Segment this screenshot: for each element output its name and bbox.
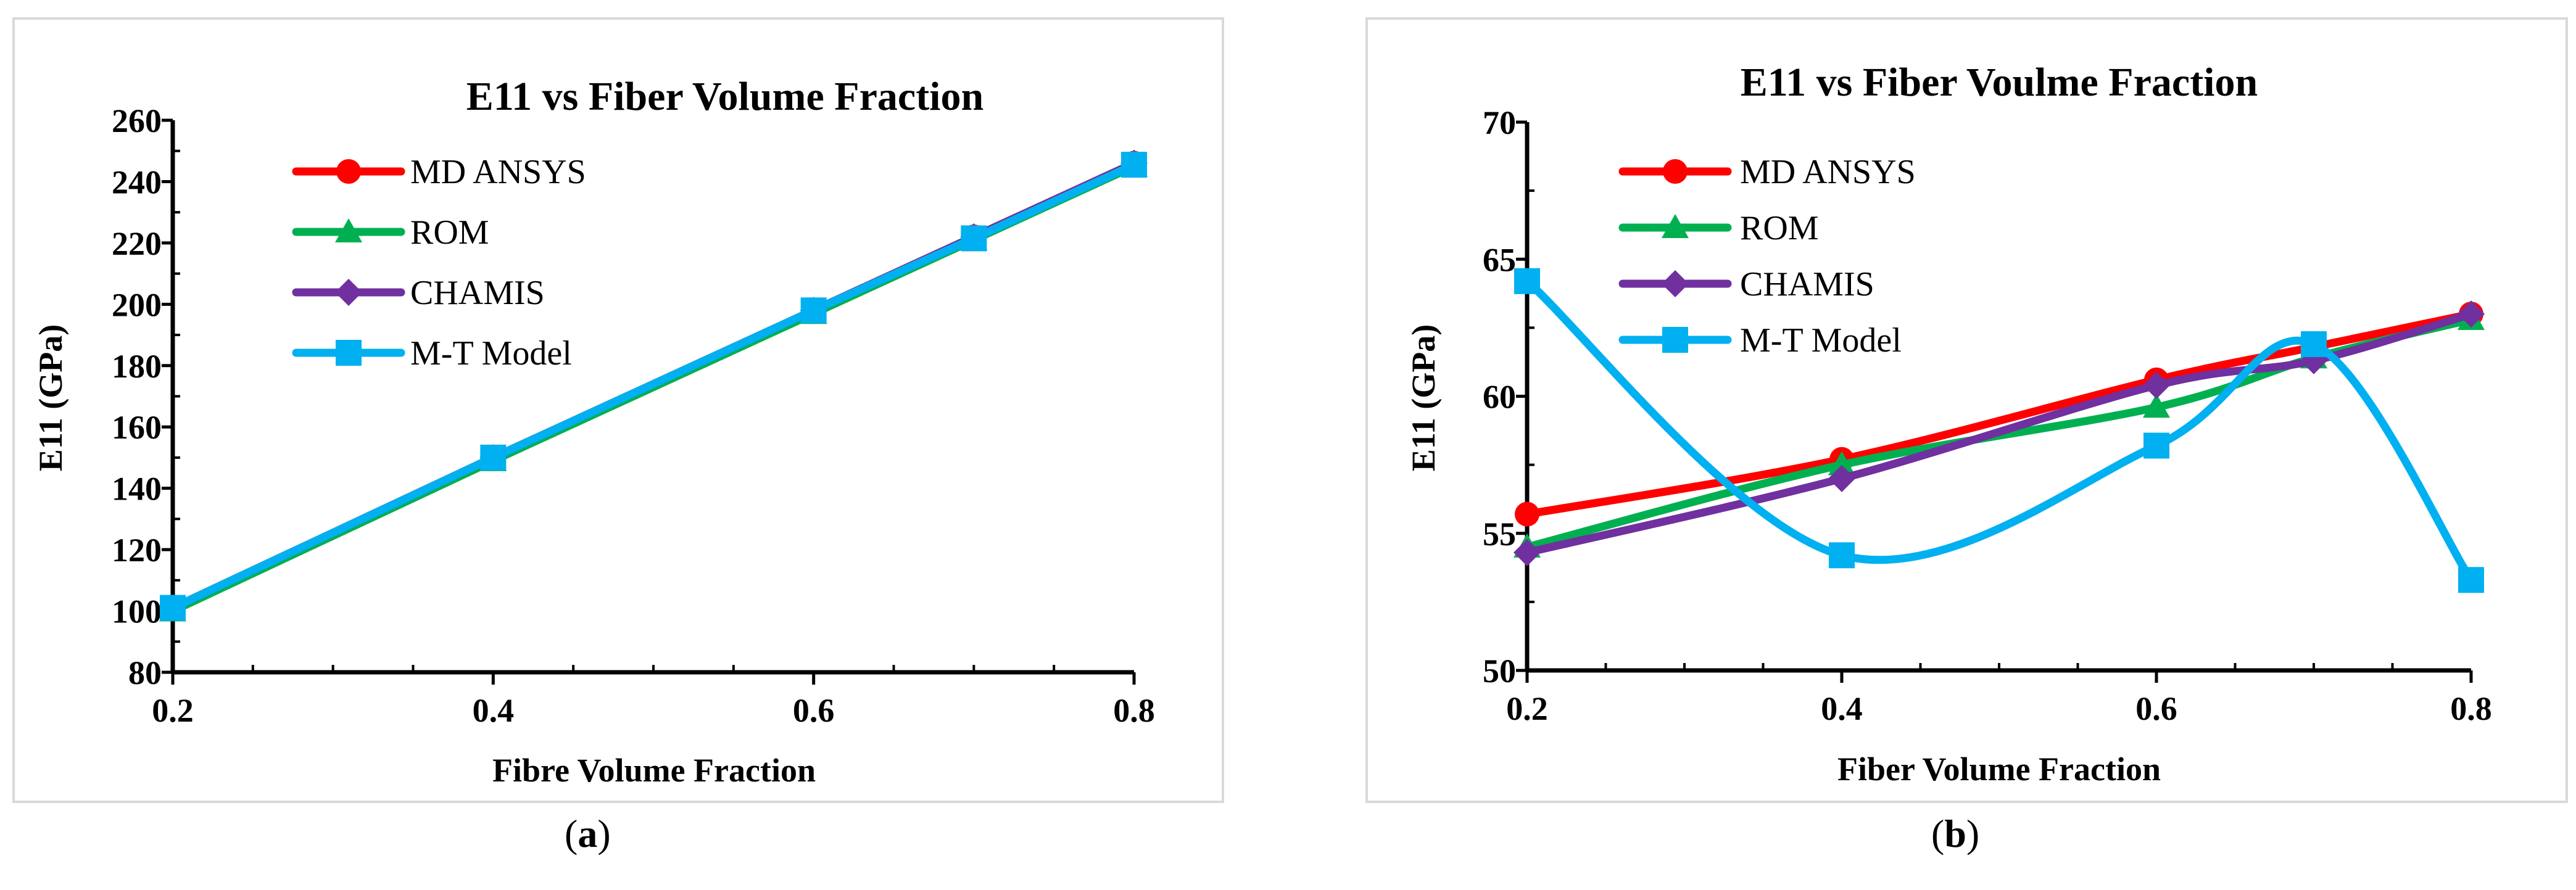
chart-b-xtick-label: 0.2 xyxy=(1506,690,1548,727)
chart-a-xtick-label: 0.4 xyxy=(473,692,515,729)
chart-a-xtick-label: 0.6 xyxy=(793,692,835,729)
chart-b-legend-label: ROM xyxy=(1740,209,1819,247)
chart-b-data-point xyxy=(1828,451,1855,476)
chart-b-title: E11 vs Fiber Voulme Fraction xyxy=(1741,60,2258,105)
chart-a-legend-marker xyxy=(336,340,362,366)
chart-b-border xyxy=(1365,17,2568,803)
chart-a-ytick-label: 180 xyxy=(112,348,162,385)
chart-b-legend-marker xyxy=(1662,214,1689,238)
chart-b-ytick-label: 65 xyxy=(1483,241,1516,278)
chart-a: E11 vs Fiber Volume Fraction 80 100 120 140… xyxy=(12,17,1224,803)
chart-a-legend-label: CHAMIS xyxy=(410,274,545,312)
chart-b-xlabel: Fiber Volume Fraction xyxy=(1837,751,2161,788)
chart-b-xtick-label: 0.6 xyxy=(2135,690,2177,727)
chart-b-ytick-label: 55 xyxy=(1483,516,1516,553)
chart-a-legend-marker xyxy=(336,159,361,184)
caption-b: (b) xyxy=(1931,812,1980,855)
chart-a-legend-marker xyxy=(335,279,362,306)
chart-b-legend-label: M-T Model xyxy=(1740,321,1902,360)
chart-a-legend-marker xyxy=(335,218,362,242)
chart-a-ytick-label: 100 xyxy=(112,593,162,630)
chart-b-legend-marker xyxy=(1662,327,1688,353)
chart-b-data-point xyxy=(1829,542,1855,569)
chart-a-xlabel: Fibre Volume Fraction xyxy=(492,752,816,789)
chart-b-xtick-label: 0.8 xyxy=(2450,690,2492,727)
chart-b-ytick-label: 60 xyxy=(1483,379,1516,416)
chart-a-ytick-label: 220 xyxy=(112,225,162,262)
chart-a-title: E11 vs Fiber Volume Fraction xyxy=(466,74,984,119)
chart-a-legend-label: M-T Model xyxy=(410,334,572,373)
chart-b-xtick-label: 0.4 xyxy=(1821,690,1863,727)
chart-b-ylabel: E11 (GPa) xyxy=(1405,324,1442,472)
chart-b-data-point xyxy=(1514,538,1541,566)
chart-b-data-point xyxy=(2458,567,2484,593)
chart-b-data-point xyxy=(2143,371,2170,399)
chart-a-ytick-label: 240 xyxy=(112,163,162,200)
chart-b-data-point xyxy=(1515,501,1539,527)
chart-a-xtick-label: 0.2 xyxy=(152,692,194,729)
chart-a-data-point xyxy=(961,225,987,252)
chart-a-legend-label: MD ANSYS xyxy=(410,153,586,191)
chart-b-data-point xyxy=(1828,464,1855,492)
chart-b-legend-label: MD ANSYS xyxy=(1740,153,1916,191)
chart-a-ylabel: E11 (GPa) xyxy=(32,324,69,472)
chart-a-ytick-label: 260 xyxy=(112,102,162,139)
chart-a-legend-label: ROM xyxy=(410,213,489,252)
chart-b-data-point xyxy=(1514,268,1540,294)
caption-b-letter: b xyxy=(1944,812,1966,855)
chart-a-ytick-label: 80 xyxy=(128,654,162,691)
chart-a-data-point xyxy=(800,297,827,324)
chart-a-ytick-label: 200 xyxy=(112,286,162,323)
chart-b-legend-marker xyxy=(1663,159,1688,184)
chart-b-series-line-diamond xyxy=(1523,310,2475,557)
chart-a-data-point xyxy=(160,595,186,621)
chart-a-data-point xyxy=(1121,152,1147,178)
chart-a-xtick-label: 0.8 xyxy=(1113,692,1155,729)
chart-b-series-line-square xyxy=(1523,277,2475,584)
chart-b-series-line-circle xyxy=(1523,310,2475,519)
caption-a: (a) xyxy=(565,812,611,855)
chart-a-ytick-label: 120 xyxy=(112,532,162,569)
chart-b-data-point xyxy=(2301,331,2327,358)
chart-a-data-point xyxy=(480,444,507,471)
chart-a-ytick-label: 160 xyxy=(112,409,162,446)
chart-b-data-point xyxy=(2143,393,2170,418)
chart-b-ytick-label: 50 xyxy=(1483,653,1516,690)
chart-b-legend-label: CHAMIS xyxy=(1740,265,1874,303)
chart-b-legend-marker xyxy=(1662,270,1689,297)
chart-b-data-point xyxy=(2458,300,2485,328)
chart-b-ytick-label: 70 xyxy=(1483,104,1516,141)
chart-a-ytick-label: 140 xyxy=(112,471,162,508)
chart-b-data-point xyxy=(2143,432,2169,459)
chart-b: E11 vs Fiber Voulme Fraction 50 55 60 65 70 0… xyxy=(1365,17,2568,803)
caption-a-letter: a xyxy=(578,812,598,855)
